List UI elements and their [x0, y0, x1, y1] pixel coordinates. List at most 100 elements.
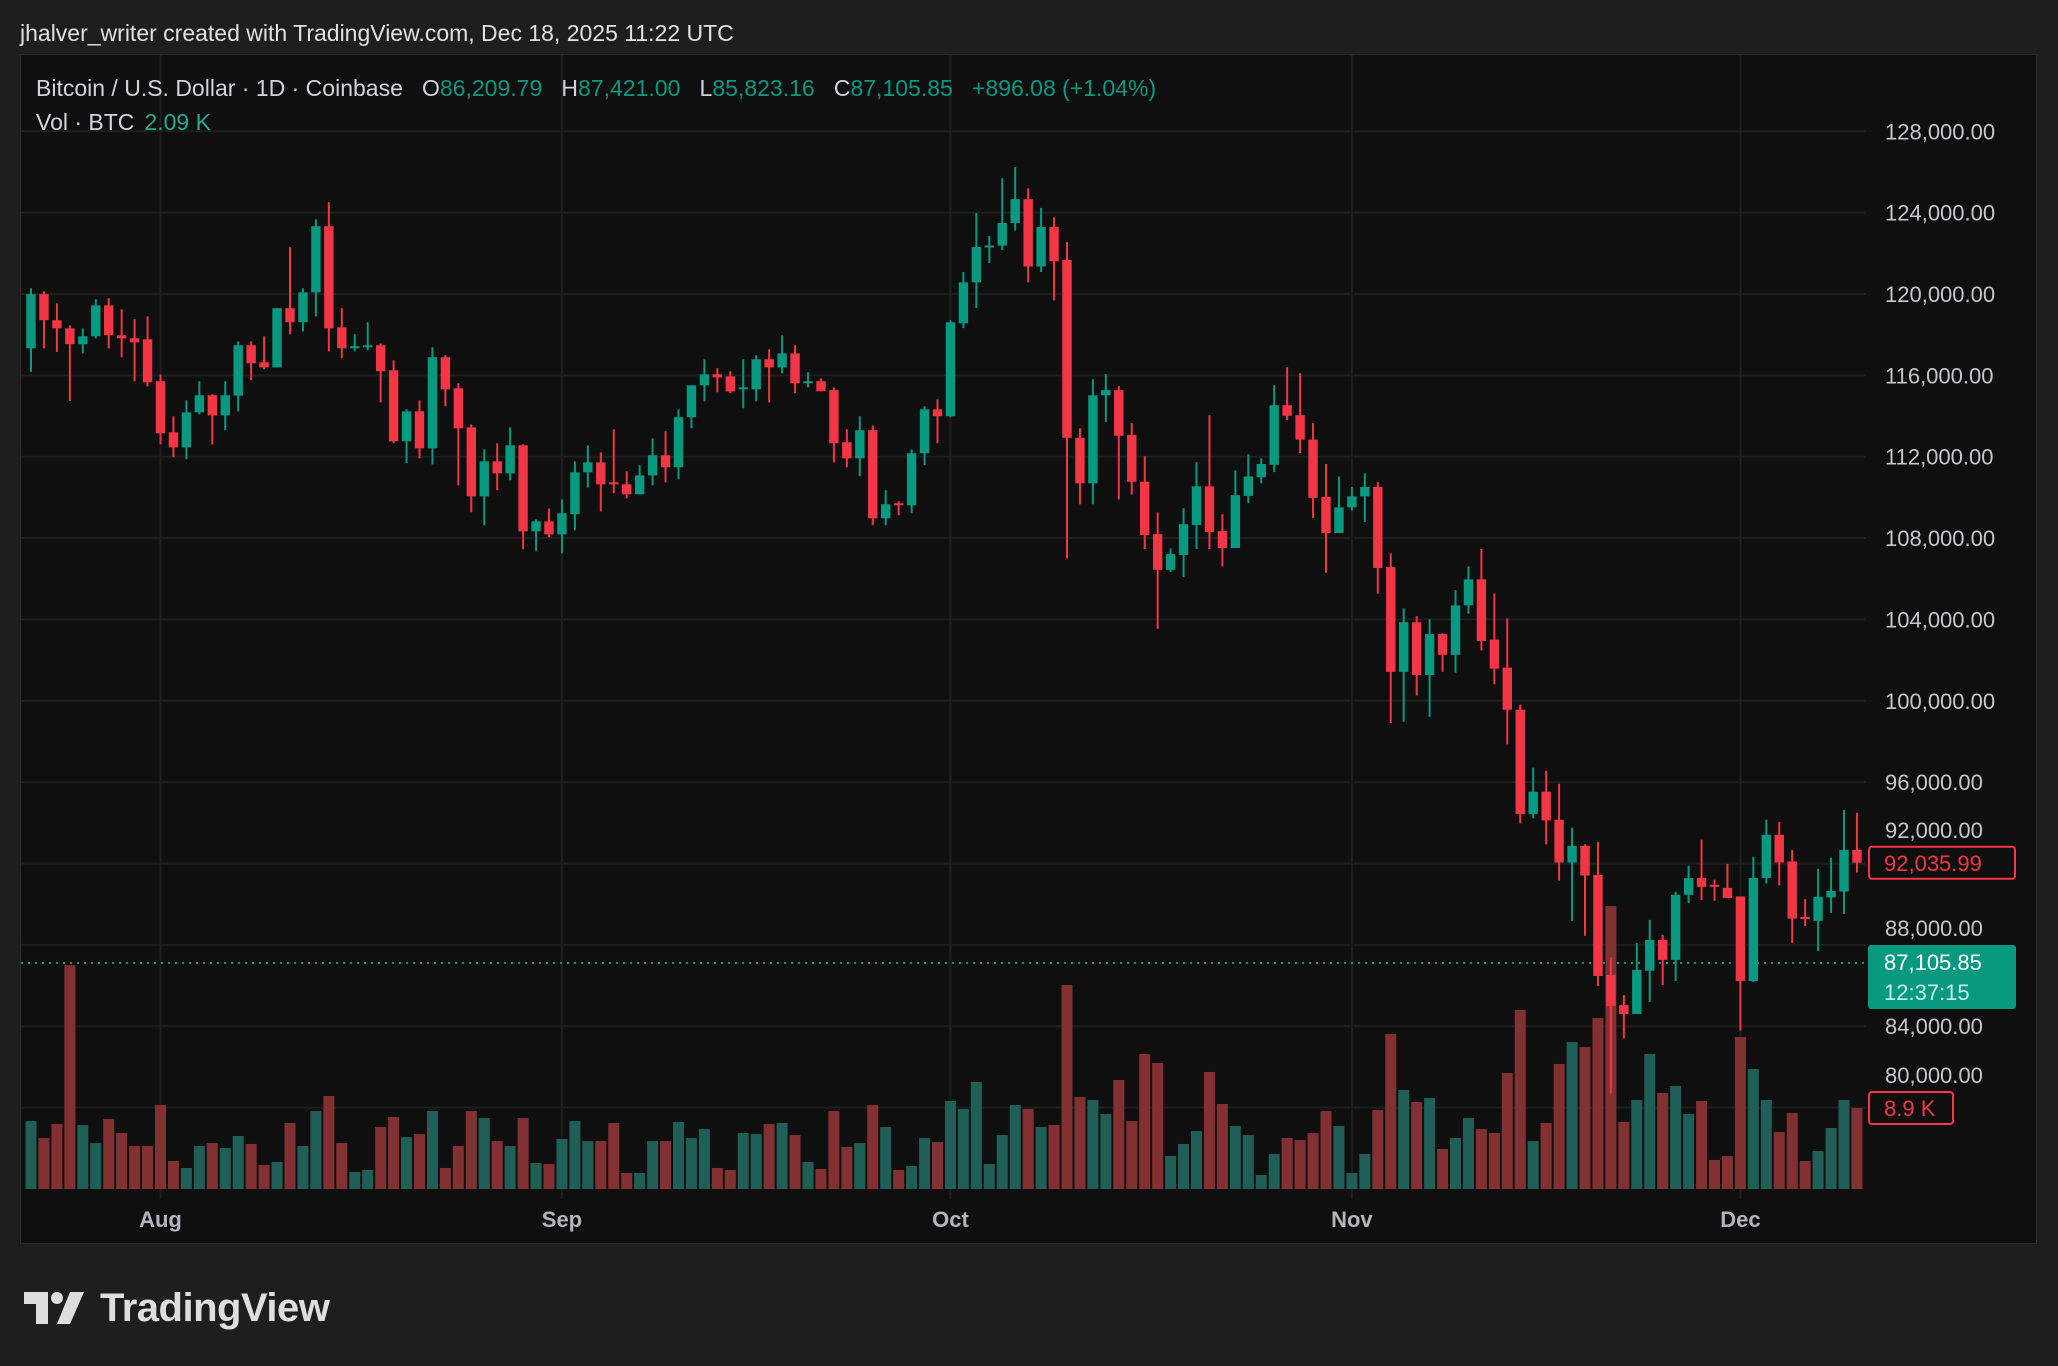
candle — [1411, 616, 1422, 696]
candle-body — [1541, 791, 1551, 821]
candle — [1204, 415, 1215, 550]
candle-body — [868, 430, 878, 519]
candle — [401, 409, 412, 463]
candle — [971, 213, 982, 309]
time-tick-label: Nov — [1331, 1207, 1373, 1232]
last-price-marker: 92,035.99 — [1868, 845, 2016, 880]
candle-body — [686, 385, 697, 418]
volume-bar — [750, 1134, 762, 1189]
volume-bar — [245, 1143, 257, 1189]
volume-bar — [893, 1169, 905, 1189]
volume-bar — [1385, 1034, 1397, 1189]
volume-bar — [297, 1145, 309, 1189]
candle — [1347, 486, 1357, 511]
volume-bar — [556, 1139, 568, 1189]
volume-bar — [1734, 1037, 1746, 1189]
candle-body — [1321, 496, 1331, 533]
time-tick-label: Oct — [932, 1207, 969, 1232]
candle — [1800, 898, 1810, 926]
candle — [1152, 512, 1163, 629]
candle — [518, 444, 528, 550]
candle — [181, 400, 192, 460]
candle-body — [116, 335, 127, 339]
tradingview-logo[interactable]: TradingView — [24, 1286, 330, 1330]
volume-bar — [1773, 1132, 1785, 1189]
candle-body — [893, 503, 904, 506]
candle — [285, 247, 295, 335]
candle-body — [1101, 390, 1111, 396]
candle — [1191, 462, 1202, 550]
volume-bar — [388, 1117, 400, 1189]
price-axis: 128,000.00 124,000.00 120,000.00 116,000.00… — [1885, 119, 1995, 1088]
volume-bar — [1333, 1126, 1345, 1189]
candle — [1256, 458, 1266, 484]
change-value: +896.08 (+1.04%) — [971, 75, 1157, 101]
volume-bar — [983, 1163, 995, 1189]
volume-bar — [970, 1081, 982, 1189]
candle — [1580, 844, 1590, 936]
candle-body — [997, 222, 1007, 246]
candle-body — [1761, 834, 1771, 878]
candle-body — [1088, 395, 1098, 484]
candle — [1826, 857, 1836, 913]
candle-body — [1632, 969, 1642, 1015]
candle — [1502, 618, 1512, 745]
volume-bar — [64, 965, 76, 1189]
candle-body — [984, 245, 994, 248]
candle-body — [1852, 849, 1862, 863]
candle-body — [1774, 834, 1784, 863]
volume-bar — [957, 1109, 969, 1189]
candle-body — [298, 292, 308, 323]
volume-bar — [1359, 1153, 1371, 1189]
candle — [1269, 385, 1279, 473]
candle — [1334, 476, 1344, 533]
candle-body — [570, 472, 580, 515]
price-tick-label: 128,000.00 — [1885, 119, 1995, 144]
candle — [634, 465, 645, 495]
volume-bar — [1657, 1092, 1669, 1189]
volume-bar — [1100, 1114, 1112, 1189]
volume-bar — [1514, 1010, 1526, 1189]
volume-bar — [1631, 1100, 1643, 1189]
candle — [1127, 423, 1137, 495]
volume-bar — [504, 1145, 516, 1189]
volume-bar — [569, 1121, 581, 1189]
candle — [1140, 456, 1150, 550]
candle-body — [609, 482, 619, 485]
candle — [1424, 619, 1435, 717]
candle — [1658, 934, 1668, 985]
candle-body — [1813, 896, 1823, 921]
candle-body — [1347, 496, 1357, 508]
candle — [272, 308, 282, 368]
volume-bar — [815, 1168, 827, 1189]
volume-bar — [452, 1145, 464, 1189]
candle — [414, 400, 425, 459]
candle-body — [1036, 227, 1046, 267]
volume-bar — [1475, 1129, 1487, 1189]
candle — [816, 378, 826, 392]
candle-body — [932, 409, 943, 417]
volume-bar — [1721, 1155, 1733, 1189]
price-tick-label: 112,000.00 — [1885, 445, 1993, 470]
volume-bar — [867, 1105, 879, 1189]
candle-body — [1411, 622, 1422, 675]
candle — [453, 383, 464, 486]
volume-bar — [1165, 1155, 1177, 1189]
candle-body — [829, 390, 839, 444]
candle — [1230, 470, 1241, 549]
candle-body — [324, 226, 334, 329]
candle — [919, 406, 930, 466]
symbol-title[interactable]: Bitcoin / U.S. Dollar · 1D · Coinbase — [36, 75, 403, 101]
candle-body — [1165, 554, 1176, 570]
volume-bar — [142, 1145, 154, 1189]
volume-bar — [193, 1145, 205, 1189]
candle — [52, 303, 62, 352]
candle — [1282, 367, 1292, 421]
candle — [1036, 207, 1046, 273]
volume-bar — [1191, 1131, 1202, 1189]
volume-bar — [1501, 1072, 1513, 1189]
volume-label[interactable]: Vol · BTC — [36, 109, 135, 135]
candle-body — [1528, 791, 1538, 814]
volume-bar — [465, 1111, 477, 1189]
